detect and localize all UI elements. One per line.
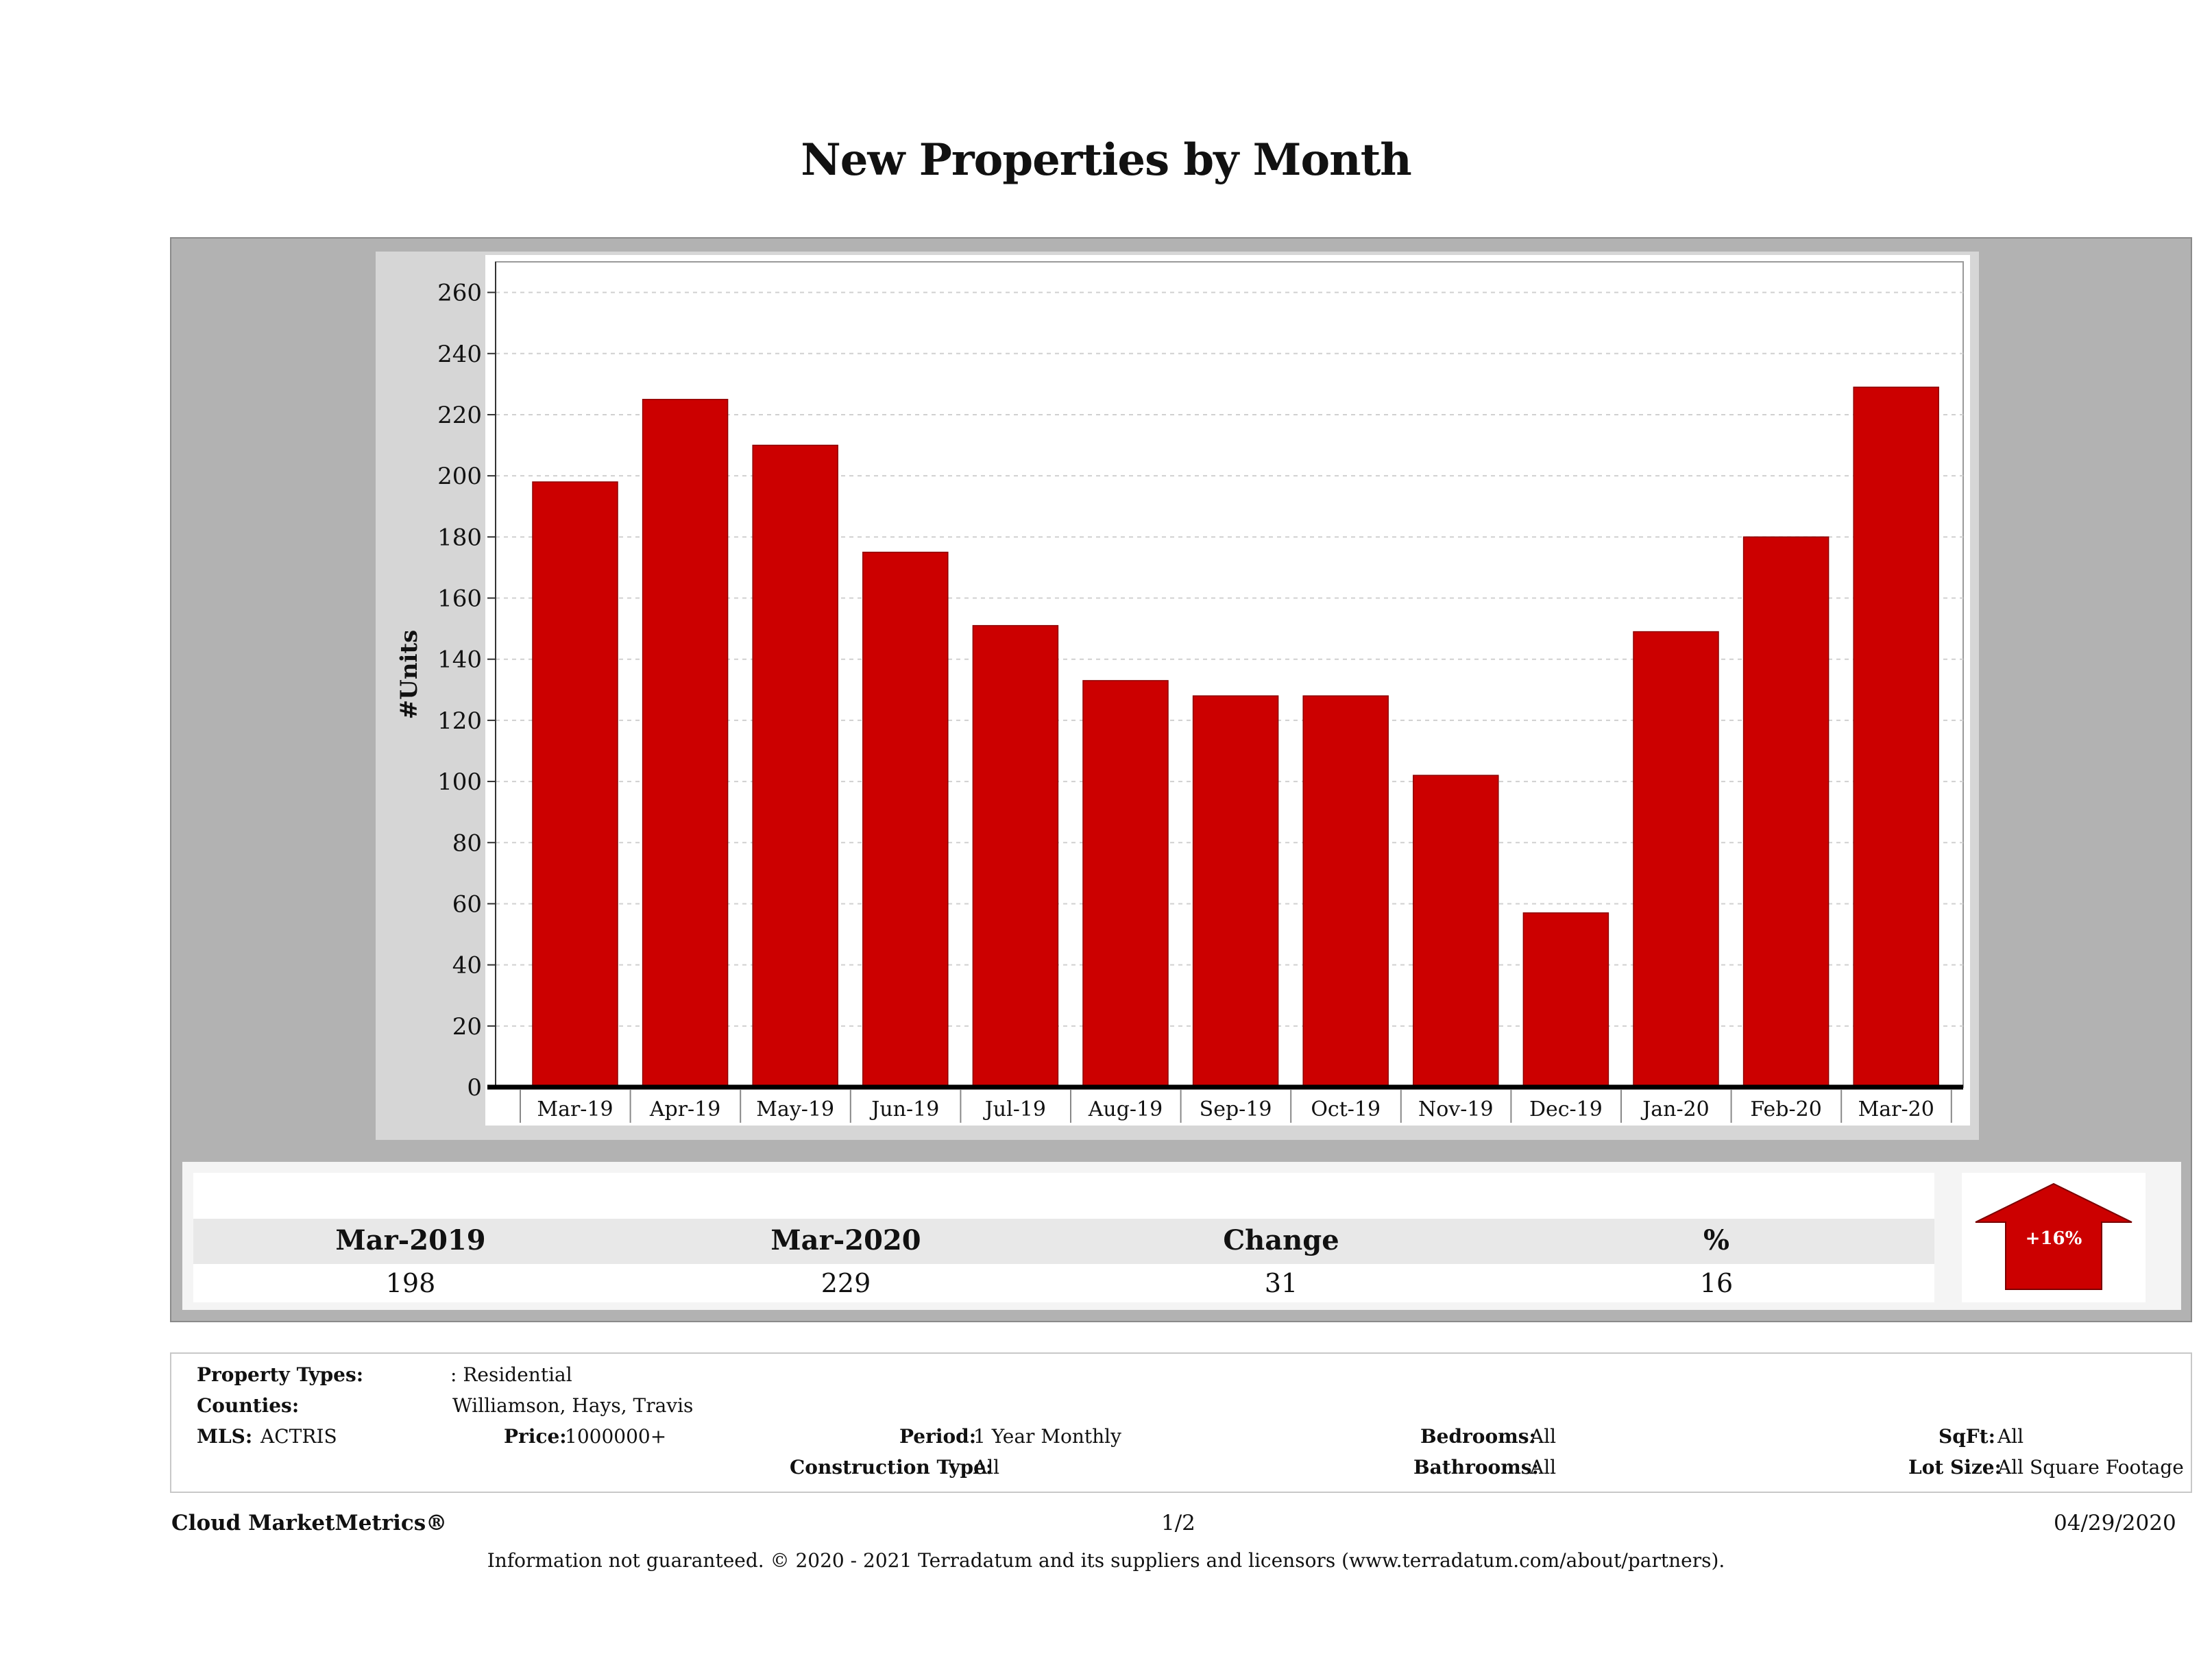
y-axis-title: #Units xyxy=(396,630,423,720)
bar xyxy=(1413,775,1499,1088)
y-tick-label: 240 xyxy=(437,341,482,368)
bar xyxy=(1522,912,1609,1088)
y-tick-label: 0 xyxy=(467,1074,482,1102)
bar xyxy=(752,444,838,1088)
x-tick-label: Jul-19 xyxy=(983,1097,1046,1121)
counties-value: Williamson, Hays, Travis xyxy=(452,1394,694,1417)
y-tick-label: 220 xyxy=(437,402,482,429)
construction-type-value: All xyxy=(973,1456,1000,1479)
stat-header-end: Mar-2020 xyxy=(770,1224,921,1256)
stat-header-percent: % xyxy=(1703,1224,1729,1256)
brand-name: Cloud MarketMetrics® xyxy=(171,1511,448,1535)
y-tick-label: 200 xyxy=(437,463,482,490)
bar xyxy=(972,624,1059,1088)
stat-value-change: 31 xyxy=(1264,1268,1298,1298)
y-tick-label: 80 xyxy=(452,829,482,857)
y-tick-label: 20 xyxy=(452,1013,482,1041)
y-tick-label: 180 xyxy=(437,524,482,551)
bar xyxy=(1302,695,1389,1088)
up-arrow-icon: +16% xyxy=(1975,1182,2132,1290)
price-label: Price: xyxy=(504,1425,567,1448)
y-tick-label: 260 xyxy=(437,280,482,307)
period-label: Period: xyxy=(899,1425,977,1448)
change-badge-label: +16% xyxy=(2026,1228,2082,1249)
bar xyxy=(642,398,729,1088)
y-tick-label: 120 xyxy=(437,707,482,735)
y-tick-label: 160 xyxy=(437,585,482,613)
bathrooms-label: Bathrooms: xyxy=(1413,1456,1539,1479)
construction-type-label: Construction Type: xyxy=(790,1456,993,1479)
bar xyxy=(1742,536,1830,1088)
bar xyxy=(862,551,949,1088)
y-tick-label: 60 xyxy=(452,890,482,918)
x-tick-label: Mar-19 xyxy=(537,1097,613,1121)
bar xyxy=(1082,680,1169,1088)
change-badge-box: +16% xyxy=(1962,1173,2146,1302)
price-value: 1000000+ xyxy=(565,1425,667,1448)
counties-label: Counties: xyxy=(197,1394,300,1417)
x-tick-label: May-19 xyxy=(756,1097,834,1121)
stat-value-percent: 16 xyxy=(1699,1268,1734,1298)
stats-blank-row xyxy=(193,1173,1934,1219)
x-tick-label: Aug-19 xyxy=(1088,1097,1163,1121)
bathrooms-value: All xyxy=(1530,1456,1557,1479)
lot-size-value: All Square Footage xyxy=(1997,1456,2184,1479)
property-types-value: : Residential xyxy=(450,1363,572,1386)
y-tick-label: 100 xyxy=(437,768,482,796)
bar xyxy=(1192,695,1279,1088)
mls-label: MLS: xyxy=(197,1425,253,1448)
bedrooms-label: Bedrooms: xyxy=(1420,1425,1536,1448)
chart-title: New Properties by Month xyxy=(801,134,1412,186)
y-tick-label: 40 xyxy=(452,952,482,980)
page-number: 1/2 xyxy=(1161,1511,1195,1535)
x-tick-label: Apr-19 xyxy=(649,1097,721,1121)
disclaimer: Information not guaranteed. © 2020 - 202… xyxy=(487,1549,1725,1572)
mls-value: ACTRIS xyxy=(260,1425,337,1448)
criteria-panel xyxy=(170,1352,2192,1493)
stat-value-end: 229 xyxy=(821,1268,871,1298)
bar xyxy=(1633,631,1719,1088)
bar xyxy=(532,481,618,1088)
y-tick-label: 140 xyxy=(437,646,482,674)
stats-value-row xyxy=(193,1264,1934,1302)
stat-header-start: Mar-2019 xyxy=(335,1224,486,1256)
lot-size-label: Lot Size: xyxy=(1908,1456,2002,1479)
sqft-label: SqFt: xyxy=(1938,1425,1995,1448)
stat-value-start: 198 xyxy=(385,1268,436,1298)
x-tick-label: Mar-20 xyxy=(1858,1097,1934,1121)
stat-header-change: Change xyxy=(1223,1224,1339,1256)
x-tick-label: Oct-19 xyxy=(1311,1097,1381,1121)
x-tick-label: Feb-20 xyxy=(1750,1097,1821,1121)
x-tick-label: Jun-19 xyxy=(869,1097,939,1121)
x-tick-label: Dec-19 xyxy=(1529,1097,1603,1121)
bar xyxy=(1853,387,1939,1088)
x-tick-label: Sep-19 xyxy=(1200,1097,1272,1121)
x-tick-label: Jan-20 xyxy=(1640,1097,1710,1121)
property-types-label: Property Types: xyxy=(197,1363,364,1386)
bar-chart: 0 20 40 60 80 100 120 140 160 180 200 220 240 260 #Uni… xyxy=(396,255,1970,1126)
x-tick-label: Nov-19 xyxy=(1418,1097,1494,1121)
stats-header-row xyxy=(193,1219,1934,1264)
sqft-value: All xyxy=(1997,1425,2024,1448)
bedrooms-value: All xyxy=(1530,1425,1557,1448)
report-date: 04/29/2020 xyxy=(2054,1511,2176,1535)
period-value: 1 Year Monthly xyxy=(973,1425,1121,1448)
